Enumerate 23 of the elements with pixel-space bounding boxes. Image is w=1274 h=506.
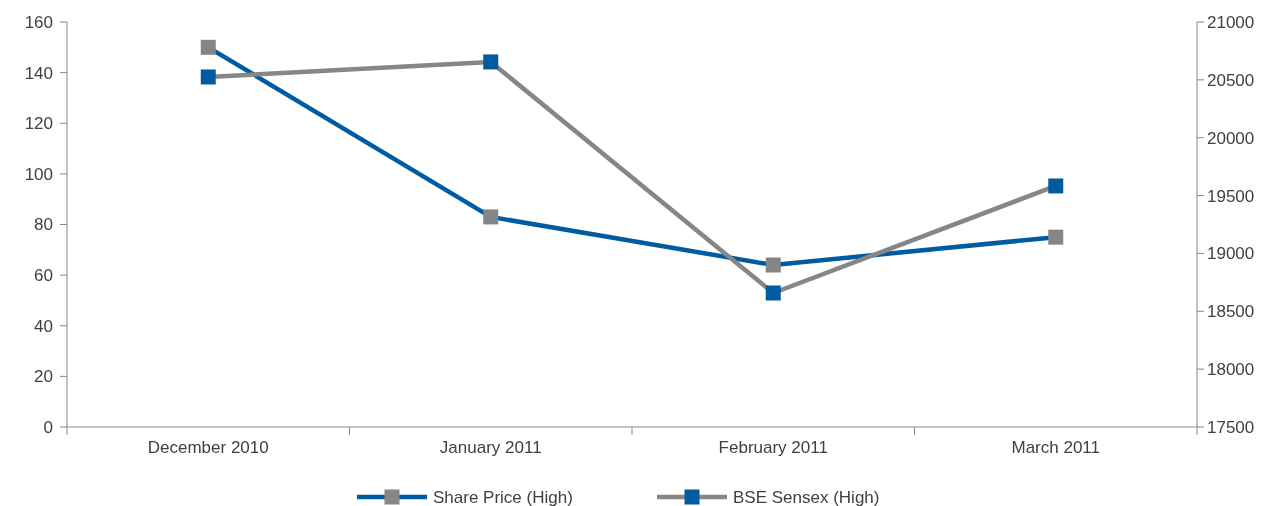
y-tick-label: 140: [24, 63, 53, 83]
legend-label: BSE Sensex (High): [733, 487, 880, 506]
x-tick-label: February 2011: [718, 437, 828, 457]
y2-tick-label: 20000: [1207, 128, 1255, 148]
y2-tick-label: 21000: [1207, 12, 1255, 32]
x-tick-label: December 2010: [147, 437, 269, 457]
x-tick-label: January 2011: [439, 437, 542, 457]
y2-tick-label: 17500: [1207, 417, 1255, 437]
y-tick-label: 40: [34, 316, 53, 336]
y2-tick-label: 18000: [1207, 360, 1255, 380]
y-tick-label: 20: [34, 367, 53, 387]
x-tick-label: March 2011: [1011, 437, 1101, 457]
y-tick-label: 80: [34, 215, 53, 235]
y2-tick-label: 20500: [1207, 70, 1255, 90]
y-tick-label: 160: [24, 12, 53, 32]
y2-tick-label: 18500: [1207, 302, 1255, 322]
y2-tick-label: 19000: [1207, 244, 1255, 264]
y-tick-label: 0: [43, 417, 53, 437]
y-tick-label: 120: [24, 114, 53, 134]
y-tick-label: 60: [34, 266, 53, 286]
y-tick-label: 100: [24, 164, 53, 184]
y2-tick-label: 19500: [1207, 186, 1255, 206]
legend-label: Share Price (High): [433, 487, 573, 506]
